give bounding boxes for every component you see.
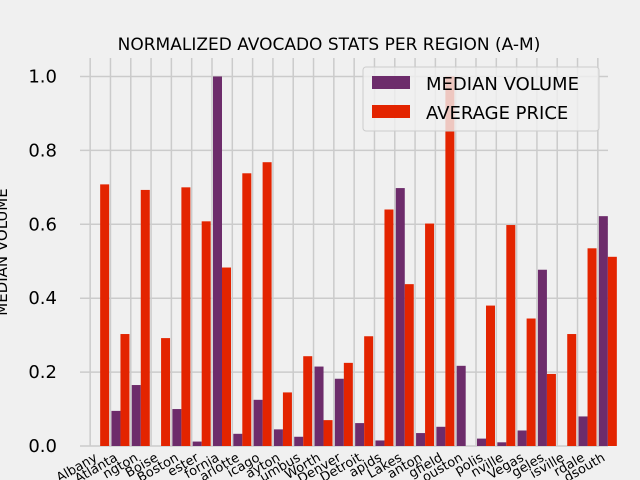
bar bbox=[395, 188, 405, 446]
y-tick-label: 0.6 bbox=[28, 214, 57, 235]
bar bbox=[384, 209, 394, 446]
y-tick-label: 0.4 bbox=[28, 288, 57, 309]
bar bbox=[416, 433, 426, 446]
bar bbox=[253, 399, 263, 446]
bar bbox=[567, 334, 577, 446]
bar bbox=[161, 338, 171, 446]
bar bbox=[537, 269, 547, 446]
bar bbox=[242, 173, 252, 446]
bar bbox=[445, 76, 455, 446]
bar bbox=[213, 76, 222, 446]
bar bbox=[607, 256, 617, 446]
legend-swatch-median-volume bbox=[372, 76, 410, 89]
bar bbox=[314, 366, 324, 446]
bar bbox=[140, 189, 150, 447]
bar bbox=[578, 416, 588, 446]
chart-title: NORMALIZED AVOCADO STATS PER REGION (A-M… bbox=[118, 35, 541, 55]
bar bbox=[303, 356, 313, 446]
legend-swatch-average-price bbox=[372, 105, 410, 118]
legend-box bbox=[362, 66, 600, 132]
bar bbox=[273, 429, 283, 446]
bar bbox=[375, 440, 385, 446]
legend: MEDIAN VOLUME AVERAGE PRICE bbox=[362, 66, 600, 132]
grid bbox=[80, 58, 608, 447]
bar bbox=[294, 436, 304, 446]
bar bbox=[120, 334, 130, 446]
bar bbox=[598, 216, 608, 446]
bar bbox=[517, 430, 527, 446]
bar bbox=[546, 373, 556, 446]
bar bbox=[497, 442, 507, 446]
bar bbox=[111, 410, 121, 446]
bar bbox=[131, 385, 141, 446]
legend-label-median-volume: MEDIAN VOLUME bbox=[426, 74, 579, 95]
bar bbox=[526, 318, 536, 446]
bar bbox=[364, 336, 374, 446]
y-tick-label: 0.2 bbox=[28, 362, 57, 383]
bar bbox=[201, 221, 211, 446]
bar bbox=[222, 267, 231, 446]
bar bbox=[323, 420, 333, 446]
bar bbox=[456, 365, 466, 446]
legend-label-average-price: AVERAGE PRICE bbox=[426, 103, 568, 124]
bar bbox=[100, 184, 110, 446]
y-tick-label: 0.0 bbox=[28, 436, 57, 457]
bar bbox=[282, 392, 292, 446]
bar bbox=[587, 248, 597, 446]
y-tick-labels: 0.0 0.2 0.4 0.6 0.8 1.0 bbox=[28, 66, 57, 457]
bar bbox=[477, 438, 486, 446]
y-tick-label: 0.8 bbox=[28, 140, 57, 161]
bar bbox=[262, 162, 272, 446]
bar bbox=[486, 305, 495, 446]
bar bbox=[404, 284, 414, 446]
bar bbox=[181, 187, 191, 447]
bar bbox=[355, 423, 365, 446]
y-axis-label: MEDIAN VOLUME bbox=[0, 188, 11, 315]
bar bbox=[233, 433, 243, 446]
bar bbox=[172, 409, 182, 446]
bar bbox=[425, 223, 435, 446]
bar bbox=[334, 378, 344, 446]
bar bbox=[192, 441, 202, 446]
bars bbox=[100, 76, 617, 447]
bar bbox=[343, 362, 353, 446]
bar bbox=[436, 426, 446, 446]
y-tick-label: 1.0 bbox=[28, 66, 57, 87]
bar bbox=[506, 225, 516, 446]
